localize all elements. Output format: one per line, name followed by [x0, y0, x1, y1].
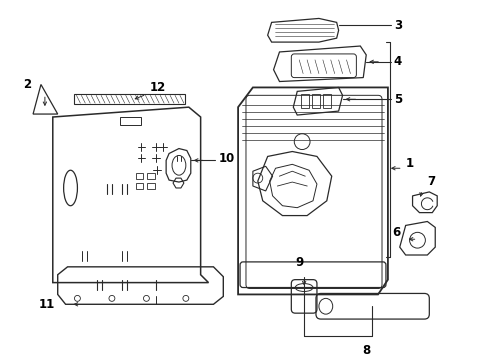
- Bar: [135, 183, 143, 189]
- Text: 11: 11: [39, 298, 55, 311]
- Text: 5: 5: [393, 93, 401, 106]
- Text: 1: 1: [405, 157, 413, 170]
- Text: 6: 6: [391, 226, 399, 239]
- Text: 3: 3: [393, 19, 401, 32]
- Bar: [135, 173, 143, 179]
- Bar: [301, 94, 308, 108]
- Bar: [120, 117, 141, 125]
- Bar: [322, 94, 330, 108]
- Text: 4: 4: [393, 55, 401, 68]
- Text: 10: 10: [218, 152, 234, 165]
- Bar: [147, 173, 155, 179]
- Bar: [147, 183, 155, 189]
- Text: 2: 2: [23, 78, 31, 91]
- Text: 12: 12: [149, 81, 165, 94]
- Text: 8: 8: [362, 344, 369, 357]
- Text: 7: 7: [427, 175, 435, 188]
- Text: 9: 9: [294, 256, 303, 269]
- Bar: [311, 94, 319, 108]
